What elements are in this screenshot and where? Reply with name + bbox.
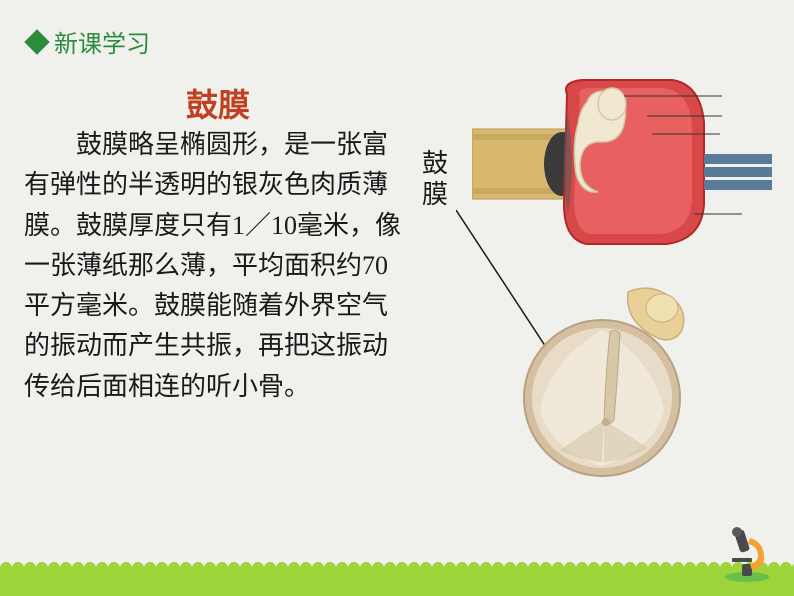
diagram-label-line1: 鼓 — [422, 148, 448, 179]
middle-ear-diagram — [472, 74, 772, 249]
microscope-icon — [722, 524, 772, 582]
section-header: 新课学习 — [28, 24, 150, 59]
diagram-label: 鼓 膜 — [422, 148, 448, 210]
page-title: 鼓膜 — [186, 80, 250, 126]
diagram-label-line2: 膜 — [422, 179, 448, 210]
eardrum-surface-diagram — [510, 280, 710, 480]
diamond-bullet-icon — [24, 29, 49, 54]
header-label: 新课学习 — [54, 24, 150, 59]
body-paragraph: 鼓膜略呈椭圆形，是一张富有弹性的半透明的银灰色肉质薄膜。鼓膜厚度只有1／10毫米… — [24, 125, 404, 407]
footer-grass — [0, 568, 794, 596]
